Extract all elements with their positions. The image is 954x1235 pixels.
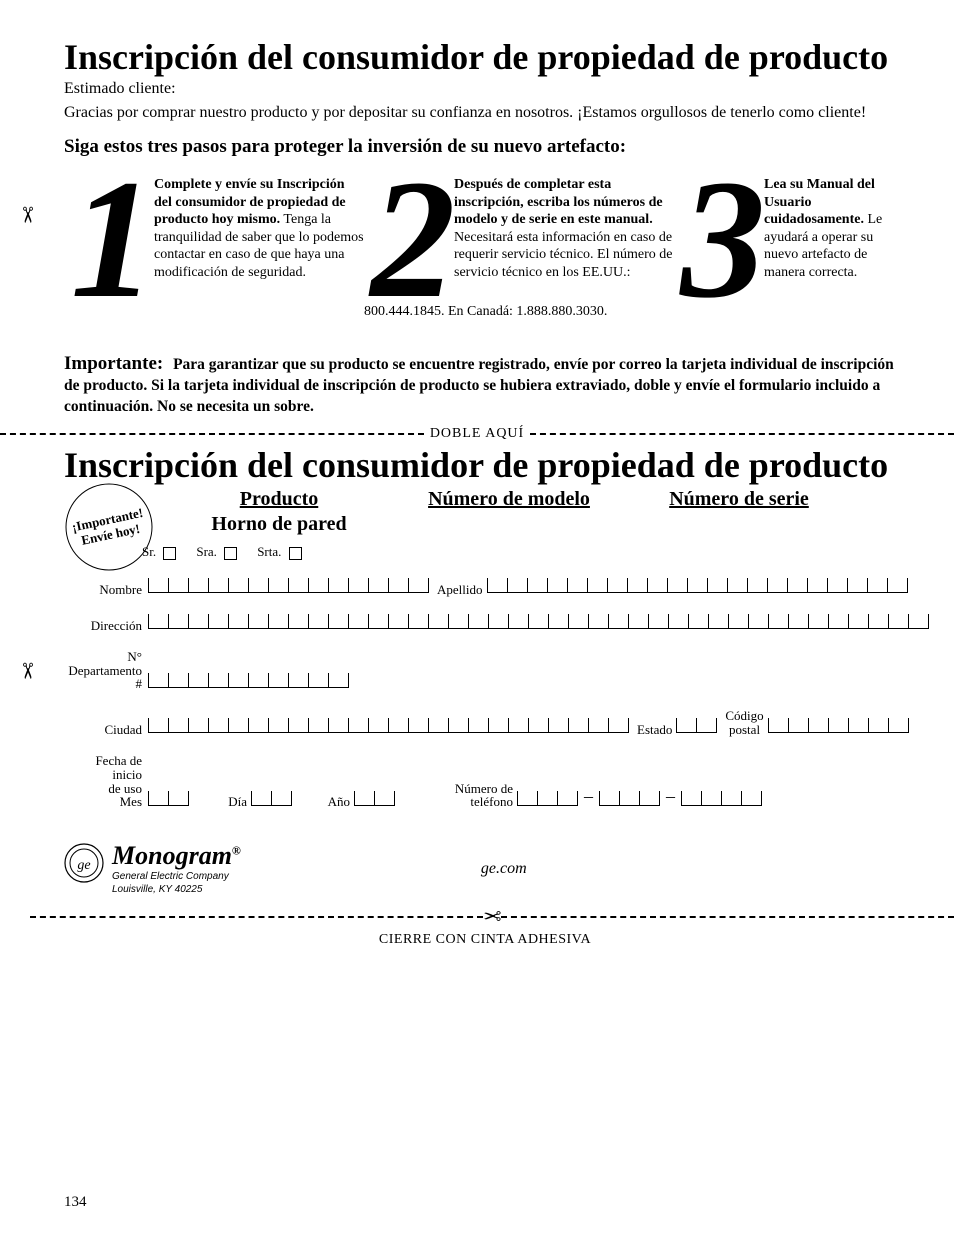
svg-text:ge: ge bbox=[77, 858, 90, 873]
input-address[interactable] bbox=[148, 614, 929, 632]
ge-logo-icon: ge bbox=[64, 843, 104, 883]
input-city[interactable] bbox=[148, 718, 629, 736]
salutation-row: Sr. Sra. Srta. bbox=[142, 544, 906, 560]
fold-label: DOBLE AQUÍ bbox=[424, 426, 530, 442]
row-city: Ciudad Estado Códigopostal bbox=[64, 709, 906, 736]
tape-instruction: CIERRE CON CINTA ADHESIVA bbox=[64, 932, 906, 948]
input-month[interactable] bbox=[148, 791, 189, 809]
label-year: Año bbox=[292, 795, 354, 809]
step-2: 2 Después de completar esta inscripción,… bbox=[364, 172, 674, 300]
row-address: Dirección bbox=[64, 614, 906, 632]
form-footer: ge Monogram® General Electric Company Lo… bbox=[64, 843, 906, 896]
phone-sep: – bbox=[660, 786, 681, 809]
step-1: 1 Complete y envíe su Inscripción del co… bbox=[64, 172, 364, 300]
checkbox-sr[interactable] bbox=[163, 547, 176, 560]
row-date-phone: Fecha de iniciode usoMes Día Año Número … bbox=[64, 754, 906, 809]
label-firstname: Nombre bbox=[64, 583, 148, 597]
importance-stamp: ¡Importante! Envíe hoy! bbox=[64, 482, 154, 572]
header-product: Producto bbox=[164, 488, 394, 511]
input-day[interactable] bbox=[251, 791, 292, 809]
input-phone-num[interactable] bbox=[681, 791, 762, 809]
input-phone-exch[interactable] bbox=[599, 791, 660, 809]
important-text: Para garantizar que su producto se encue… bbox=[64, 356, 894, 415]
input-phone-area[interactable] bbox=[517, 791, 578, 809]
important-note: Importante: Para garantizar que su produ… bbox=[64, 354, 906, 418]
header-model: Número de modelo bbox=[394, 488, 624, 511]
scissors-icon: ✂ bbox=[18, 660, 36, 683]
row-name: Nombre Apellido bbox=[64, 578, 906, 596]
page-title: Inscripción del consumidor de propiedad … bbox=[64, 36, 906, 78]
intro-text: Gracias por comprar nuestro producto y p… bbox=[64, 104, 906, 122]
step-number: 3 bbox=[674, 178, 764, 300]
label-address: Dirección bbox=[64, 619, 148, 633]
steps-heading: Siga estos tres pasos para proteger la i… bbox=[64, 136, 906, 158]
important-label: Importante: bbox=[64, 353, 169, 374]
label-state: Estado bbox=[629, 723, 676, 737]
input-firstname[interactable] bbox=[148, 578, 429, 596]
label-date: Fecha de iniciode usoMes bbox=[64, 754, 148, 809]
label-lastname: Apellido bbox=[429, 583, 487, 597]
registration-form: ¡Importante! Envíe hoy! Producto Número … bbox=[64, 488, 906, 896]
brand-company: General Electric Company bbox=[112, 871, 241, 883]
salutation-sra: Sra. bbox=[196, 544, 217, 559]
label-phone: Número deteléfono bbox=[395, 782, 517, 809]
steps-row: 1 Complete y envíe su Inscripción del co… bbox=[64, 172, 906, 300]
fold-line: DOBLE AQUÍ bbox=[0, 426, 954, 442]
step-number: 2 bbox=[364, 178, 454, 300]
label-city: Ciudad bbox=[64, 723, 148, 737]
brand-name: Monogram® bbox=[112, 843, 241, 869]
cut-line: ✂ bbox=[30, 906, 954, 928]
input-zip[interactable] bbox=[768, 718, 909, 736]
brand-block: ge Monogram® General Electric Company Lo… bbox=[64, 843, 241, 896]
column-headers: Producto Número de modelo Número de seri… bbox=[164, 488, 906, 511]
checkbox-sra[interactable] bbox=[224, 547, 237, 560]
step-2-extra: 800.444.1845. En Canadá: 1.888.880.3030. bbox=[364, 304, 664, 320]
step-bold: Después de completar esta inscripción, e… bbox=[454, 177, 663, 227]
row-apt: N°Departamento # bbox=[64, 650, 906, 691]
step-3: 3 Lea su Manual del Usuario cuidadosamen… bbox=[674, 172, 904, 300]
step-text: Necesitará esta información en caso de r… bbox=[454, 230, 672, 280]
header-serial: Número de serie bbox=[624, 488, 854, 511]
input-lastname[interactable] bbox=[487, 578, 908, 596]
website-url: ge.com bbox=[481, 860, 527, 878]
label-zip: Códigopostal bbox=[717, 709, 767, 736]
greeting: Estimado cliente: bbox=[64, 80, 906, 98]
brand-address: Louisville, KY 40225 bbox=[112, 884, 241, 896]
page-number: 134 bbox=[64, 1194, 87, 1211]
label-day: Día bbox=[189, 795, 251, 809]
checkbox-srta[interactable] bbox=[289, 547, 302, 560]
phone-sep: – bbox=[578, 786, 599, 809]
scissors-icon: ✂ bbox=[483, 906, 501, 928]
input-year[interactable] bbox=[354, 791, 395, 809]
label-apt: N°Departamento # bbox=[64, 650, 148, 691]
input-apt[interactable] bbox=[148, 673, 349, 691]
form-title: Inscripción del consumidor de propiedad … bbox=[64, 444, 906, 486]
step-number: 1 bbox=[64, 178, 154, 300]
input-state[interactable] bbox=[676, 718, 717, 736]
scissors-icon: ✂ bbox=[18, 204, 36, 227]
product-name: Horno de pared bbox=[164, 513, 394, 536]
salutation-srta: Srta. bbox=[257, 544, 281, 559]
step-bold: Lea su Manual del Usuario cuidadosamente… bbox=[764, 177, 875, 227]
